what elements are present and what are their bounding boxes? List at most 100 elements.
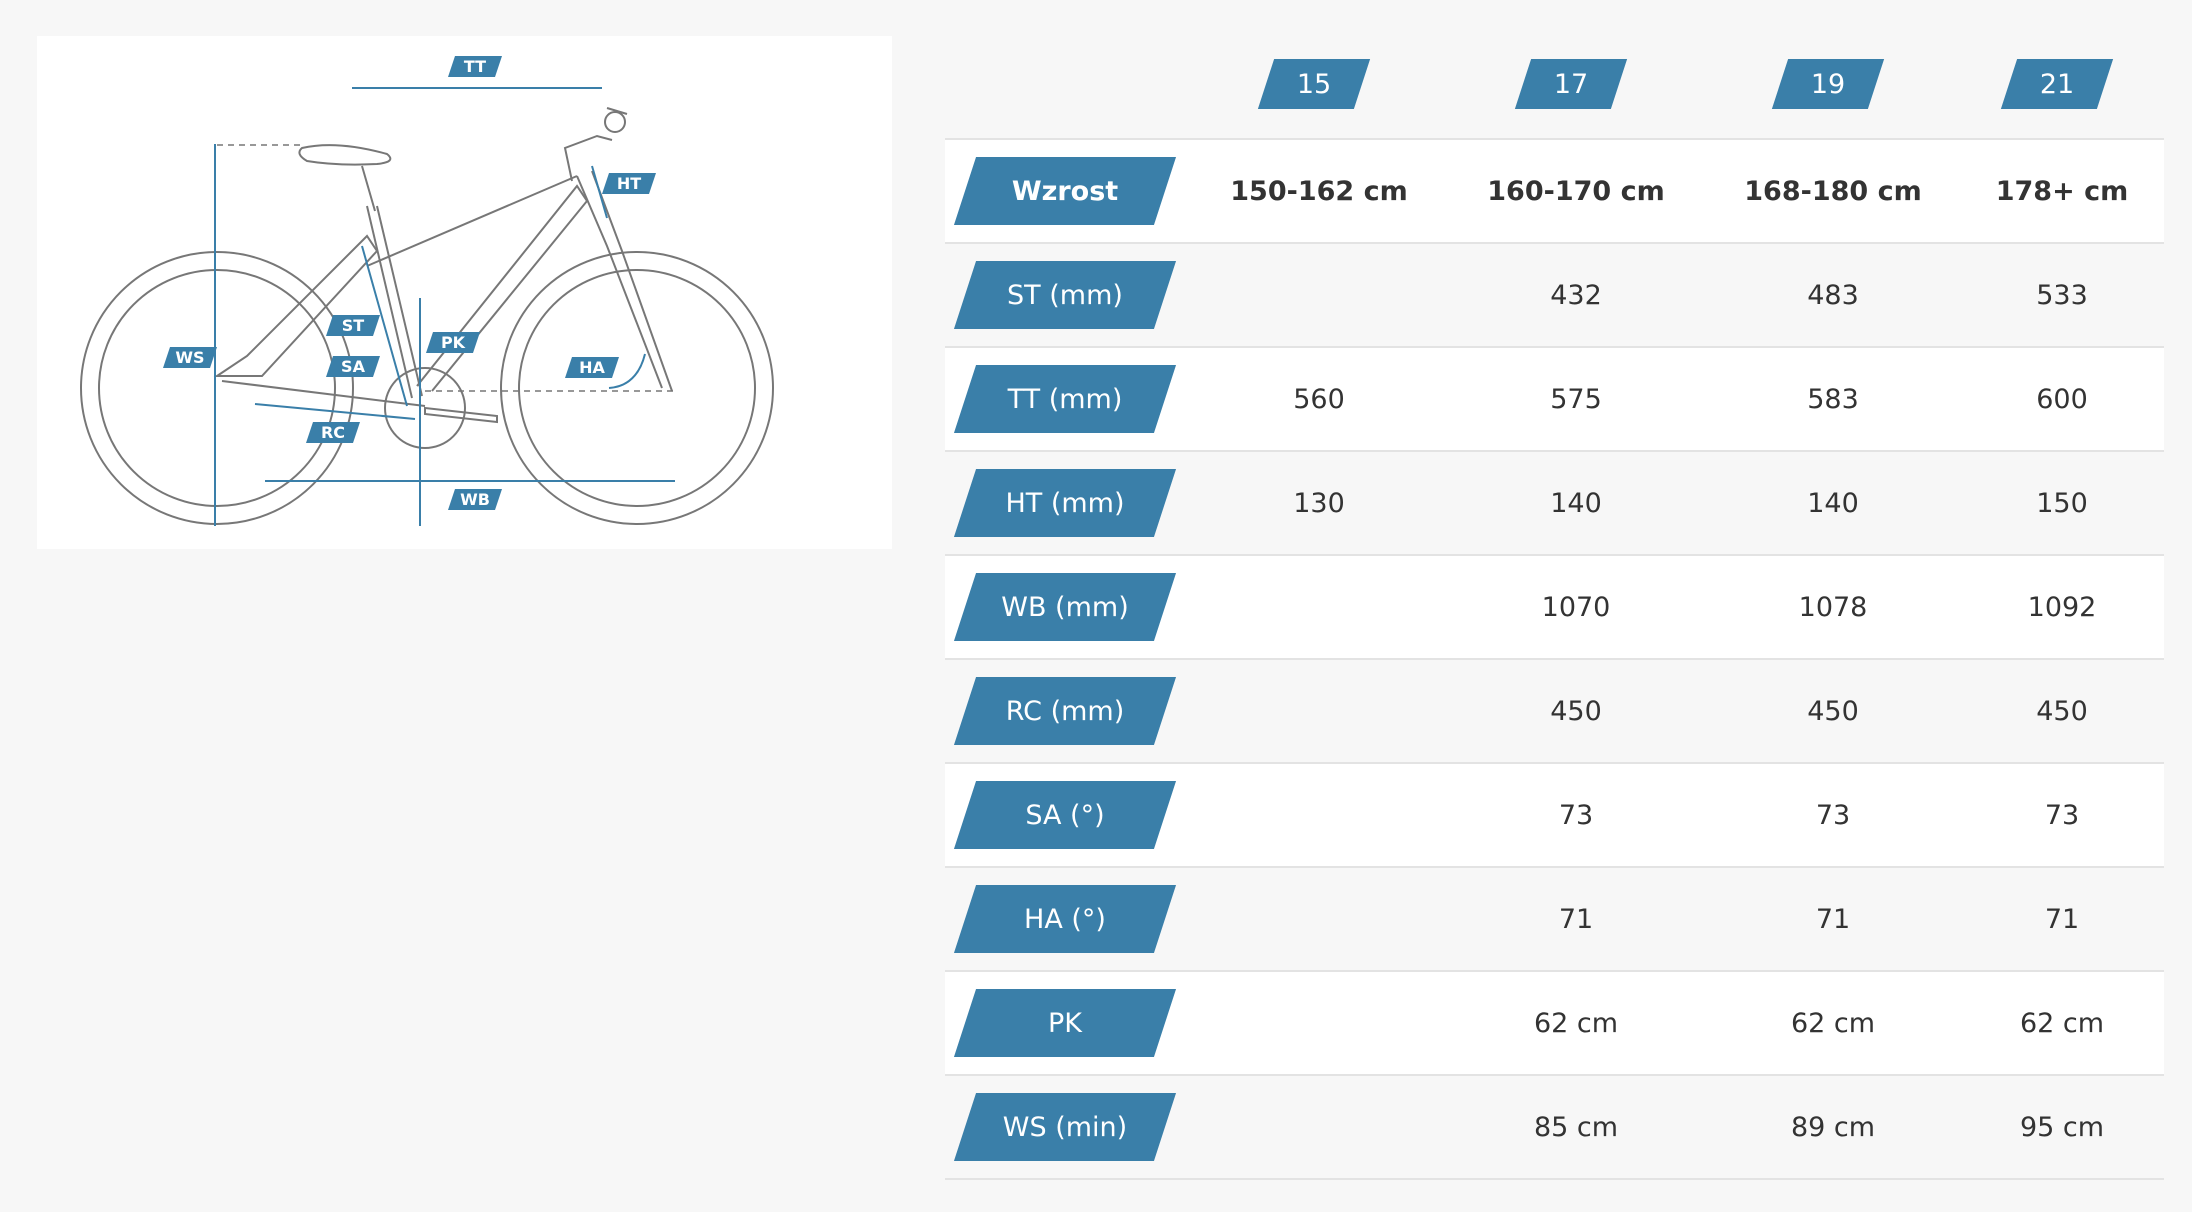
size-tab-label: 21 xyxy=(2039,68,2075,100)
table-cell: 150 xyxy=(2036,487,2088,519)
table-cell xyxy=(1209,1076,1429,1178)
table-cell: 450 xyxy=(2036,695,2088,727)
bike-geometry-svg: TT HT ST PK SA WS HA RC WB xyxy=(80,56,774,526)
table-cell xyxy=(1209,660,1429,762)
tag-ws-text: WS xyxy=(175,348,204,367)
front-wheel xyxy=(500,251,774,525)
row-label-text: HT (mm) xyxy=(1005,487,1125,519)
row-label-text: HA (°) xyxy=(1024,903,1106,935)
table-cell: 1078 xyxy=(1798,591,1868,623)
table-cell: 432 xyxy=(1550,279,1602,311)
table-cell: 62 cm xyxy=(2019,1007,2105,1039)
table-cell: 583 xyxy=(1807,383,1859,415)
table-cell: 560 xyxy=(1293,383,1345,415)
table-cell: 1092 xyxy=(2027,591,2097,623)
row-label-text: Wzrost xyxy=(1011,175,1119,207)
table-row-wzrost: Wzrost 150-162 cm 160-170 cm 168-180 cm … xyxy=(945,140,2164,244)
tag-rc-text: RC xyxy=(321,423,345,442)
size-tab-15: 15 xyxy=(1266,59,1362,109)
table-cell: 71 xyxy=(2044,903,2080,935)
rear-rim xyxy=(98,269,336,507)
row-label: WS (min) xyxy=(965,1093,1165,1161)
seat-tube-back xyxy=(376,205,423,397)
stem xyxy=(563,134,613,182)
seatpost xyxy=(361,165,376,212)
table-cell: 160-170 cm xyxy=(1487,175,1665,207)
table-cell: 73 xyxy=(2044,799,2080,831)
table-cell: 62 cm xyxy=(1790,1007,1876,1039)
table-cell: 600 xyxy=(2036,383,2088,415)
tag-wb: WB xyxy=(448,489,502,510)
table-cell xyxy=(1209,972,1429,1074)
table-cell xyxy=(1209,244,1429,346)
reference-lines xyxy=(217,144,677,392)
tag-ht-text: HT xyxy=(617,174,641,193)
table-cell: 140 xyxy=(1807,487,1859,519)
tag-pk: PK xyxy=(426,332,480,353)
dimension-tags: TT HT ST PK SA WS HA RC WB xyxy=(163,56,656,510)
row-label-text: ST (mm) xyxy=(1007,279,1123,311)
tag-pk-text: PK xyxy=(441,333,466,352)
table-cell: 533 xyxy=(2036,279,2088,311)
table-row-ht: HT (mm) 130 140 140 150 xyxy=(945,452,2164,556)
row-label-text: PK xyxy=(1048,1007,1082,1039)
table-cell xyxy=(1209,764,1429,866)
row-label: HT (mm) xyxy=(965,469,1165,537)
table-row-st: ST (mm) 432 483 533 xyxy=(945,244,2164,348)
row-label: HA (°) xyxy=(965,885,1165,953)
table-cell: 73 xyxy=(1558,799,1594,831)
chain-stay xyxy=(221,380,426,407)
table-cell: 95 cm xyxy=(2019,1111,2105,1143)
fork xyxy=(576,175,663,389)
bar-end xyxy=(606,107,628,115)
table-row-rc: RC (mm) 450 450 450 xyxy=(945,660,2164,764)
tag-sa-text: SA xyxy=(341,357,366,376)
row-label-text: WB (mm) xyxy=(1001,591,1129,623)
table-cell: 62 cm xyxy=(1533,1007,1619,1039)
top-tube xyxy=(366,175,578,267)
bike-frame xyxy=(80,107,774,525)
row-label: ST (mm) xyxy=(965,261,1165,329)
table-row-wb: WB (mm) 1070 1078 1092 xyxy=(945,556,2164,660)
saddle xyxy=(298,144,392,166)
front-rim xyxy=(518,269,756,507)
table-row-ha: HA (°) 71 71 71 xyxy=(945,868,2164,972)
table-cell: 89 cm xyxy=(1790,1111,1876,1143)
table-row-ws: WS (min) 85 cm 89 cm 95 cm xyxy=(945,1076,2164,1180)
chainring xyxy=(384,367,466,449)
row-label: RC (mm) xyxy=(965,677,1165,745)
tag-ws: WS xyxy=(163,347,217,368)
rear-wheel xyxy=(80,251,354,525)
table-cell: 450 xyxy=(1807,695,1859,727)
row-label-text: TT (mm) xyxy=(1007,383,1123,415)
table-cell: 483 xyxy=(1807,279,1859,311)
size-tab-19: 19 xyxy=(1780,59,1876,109)
table-cell: 71 xyxy=(1815,903,1851,935)
tag-st: ST xyxy=(326,315,380,336)
row-label: Wzrost xyxy=(965,157,1165,225)
table-row-sa: SA (°) 73 73 73 xyxy=(945,764,2164,868)
table-cell: 1070 xyxy=(1541,591,1611,623)
crank-arm xyxy=(424,406,498,424)
seat-tube xyxy=(366,205,413,399)
tag-sa: SA xyxy=(326,356,380,377)
table-cell: 178+ cm xyxy=(1995,175,2129,207)
tag-tt: TT xyxy=(448,56,502,77)
table-cell: 168-180 cm xyxy=(1744,175,1922,207)
row-label-text: RC (mm) xyxy=(1005,695,1125,727)
table-cell: 150-162 cm xyxy=(1230,175,1408,207)
table-cell xyxy=(1209,868,1429,970)
table-cell: 140 xyxy=(1550,487,1602,519)
table-cell: 130 xyxy=(1293,487,1345,519)
table-row-tt: TT (mm) 560 575 583 600 xyxy=(945,348,2164,452)
size-tab-label: 19 xyxy=(1810,68,1846,100)
row-label: SA (°) xyxy=(965,781,1165,849)
table-cell: 450 xyxy=(1550,695,1602,727)
size-tab-17: 17 xyxy=(1523,59,1619,109)
tag-rc: RC xyxy=(306,422,360,443)
table-cell: 73 xyxy=(1815,799,1851,831)
row-label-text: SA (°) xyxy=(1025,799,1105,831)
seat-stay xyxy=(213,234,379,377)
handlebar xyxy=(604,111,626,133)
tag-ha: HA xyxy=(565,357,619,378)
